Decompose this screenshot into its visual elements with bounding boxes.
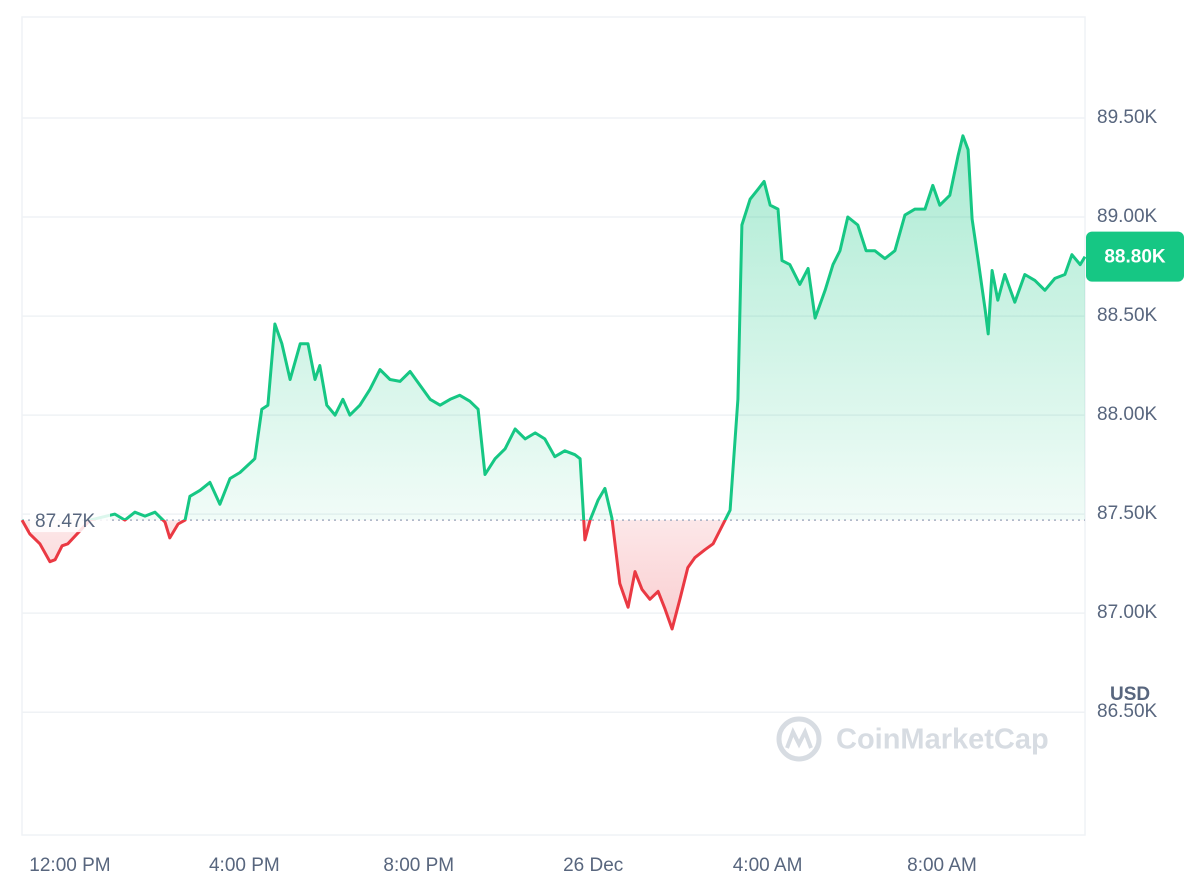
y-tick-label: 88.00K: [1097, 404, 1158, 425]
x-tick-label: 4:00 AM: [733, 855, 803, 876]
watermark-text: CoinMarketCap: [836, 724, 1049, 756]
open-label: 87.47K: [35, 511, 96, 532]
last-price-label: 88.80K: [1104, 247, 1166, 268]
last-price-badge: [1086, 231, 1184, 282]
y-tick-label: 87.50K: [1097, 503, 1158, 524]
y-tick-label: 87.00K: [1097, 602, 1158, 623]
x-tick-label: 4:00 PM: [209, 855, 280, 876]
watermark: CoinMarketCap: [776, 716, 1049, 762]
price-area: [22, 135, 1085, 630]
y-tick-label: 88.50K: [1097, 305, 1158, 326]
open-label-bg: [30, 508, 110, 533]
x-tick-label: 8:00 AM: [907, 855, 977, 876]
y-tick-label: 89.50K: [1097, 107, 1158, 128]
y-tick-label: 86.50K: [1097, 701, 1158, 722]
x-tick-label: 26 Dec: [563, 855, 623, 876]
unit-label: USD: [1110, 684, 1150, 705]
price-line: [20, 134, 1087, 631]
x-tick-label: 12:00 PM: [29, 855, 110, 876]
y-tick-label: 89.00K: [1097, 206, 1158, 227]
x-tick-label: 8:00 PM: [383, 855, 454, 876]
